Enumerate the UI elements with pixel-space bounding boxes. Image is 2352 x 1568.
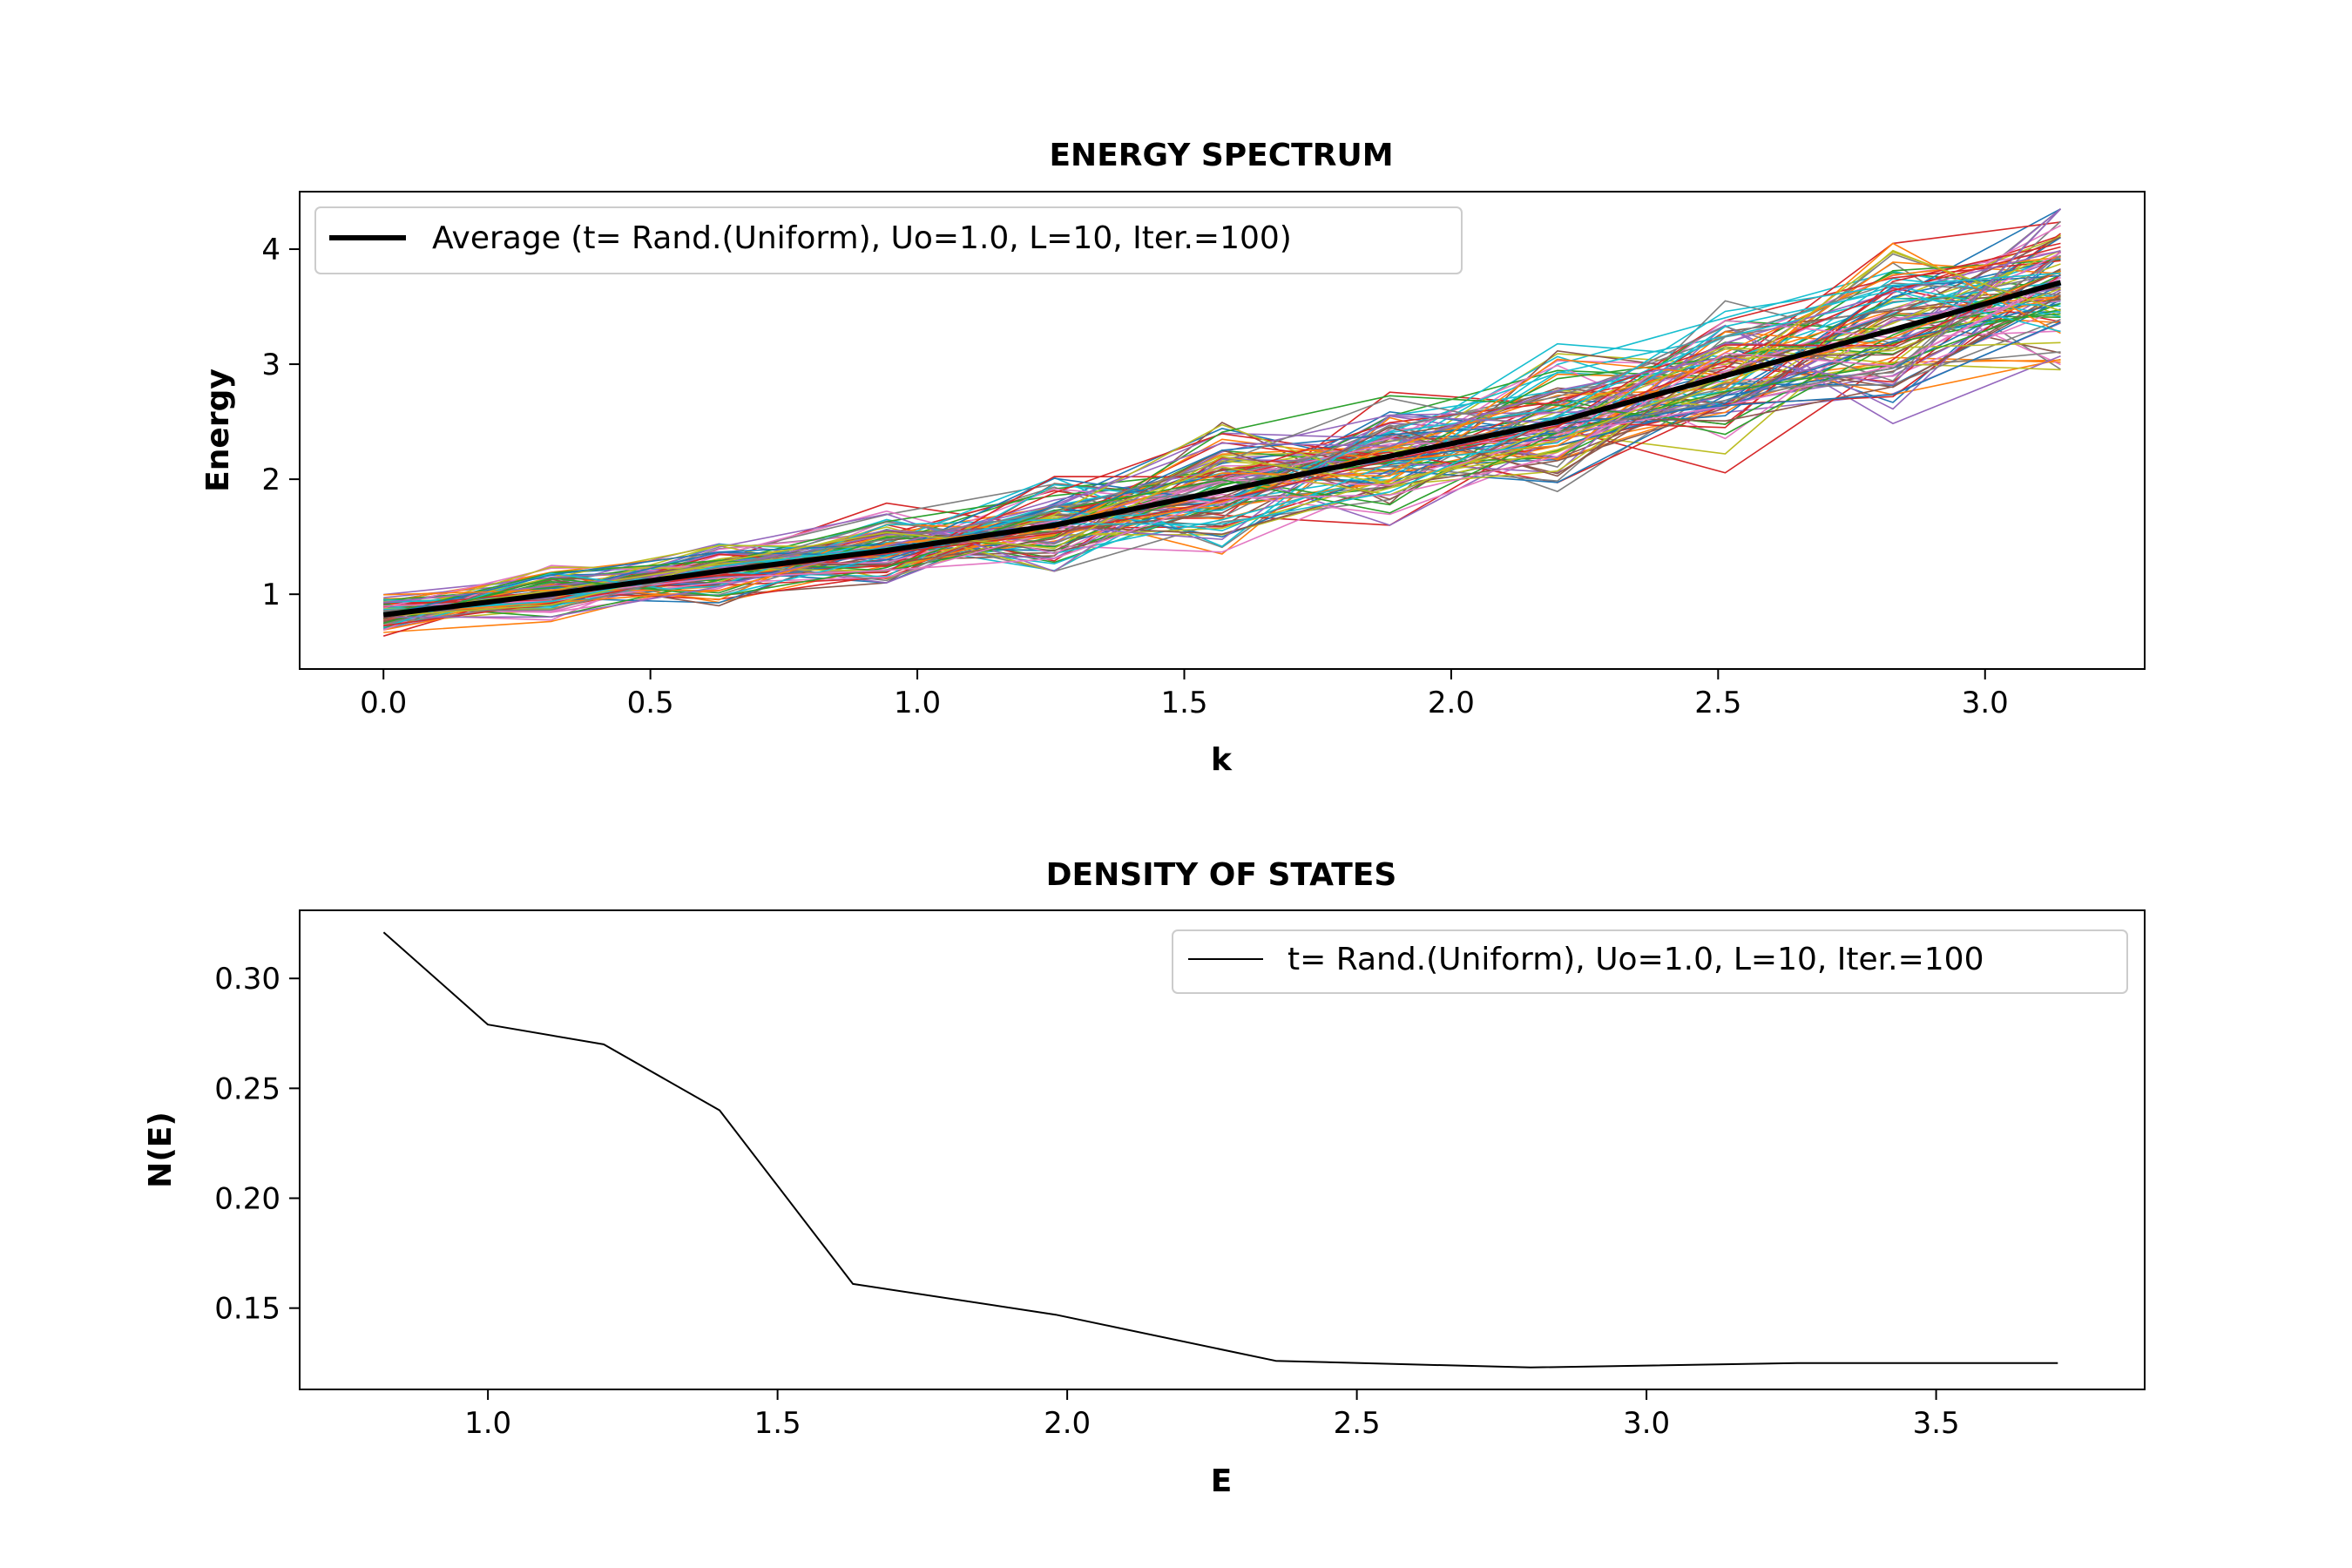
plot-frame <box>299 909 2146 1390</box>
series-lines <box>382 280 2062 618</box>
series-line-dos <box>382 931 2058 1369</box>
y-tick-label: 4 <box>261 233 280 267</box>
realization-line <box>383 208 2062 618</box>
y-tick-label: 3 <box>261 348 280 382</box>
x-tick-label: 1.0 <box>894 686 941 720</box>
realization-line <box>383 341 2061 615</box>
realization-line <box>383 242 2061 615</box>
realization-line <box>383 284 2061 608</box>
legend-entry: Average (t= Rand.(Uniform), Uo=1.0, L=10… <box>432 220 1292 256</box>
legend-box <box>1172 929 2128 994</box>
realization-line <box>383 221 2061 606</box>
realization-line <box>383 287 2061 596</box>
series-line-average <box>382 280 2062 618</box>
x-tick-label: 1.0 <box>464 1406 511 1441</box>
realization-line <box>383 321 2061 617</box>
realization-line <box>383 269 2061 616</box>
legend-box <box>314 206 1463 274</box>
legend: Average (t= Rand.(Uniform), Uo=1.0, L=10… <box>314 206 1463 274</box>
y-tick-label: 0.25 <box>214 1071 280 1106</box>
x-tick-label: 3.0 <box>1623 1406 1670 1441</box>
legend-entry: t= Rand.(Uniform), Uo=1.0, L=10, Iter.=1… <box>1288 942 1984 977</box>
realization-line <box>383 236 2061 614</box>
y-tick-label: 0.15 <box>214 1292 280 1327</box>
x-ticks: 1.0 1.5 2.0 2.5 3.0 3.5 <box>464 1389 1960 1441</box>
realization-line <box>383 234 2061 605</box>
realization-line <box>383 234 2061 625</box>
x-tick-label: 3.5 <box>1913 1406 1960 1441</box>
realization-lines <box>382 208 2062 637</box>
x-tick-label: 1.5 <box>754 1406 801 1441</box>
legend: t= Rand.(Uniform), Uo=1.0, L=10, Iter.=1… <box>1172 929 2128 994</box>
y-axis-label: N(E) <box>143 1112 179 1188</box>
chart-energy-spectrum: ENERGY SPECTRUM 0.0 0.5 1.0 1.5 2.0 2.5 3.0 1 2… <box>200 138 2146 778</box>
y-tick-label: 2 <box>261 463 280 497</box>
realization-line <box>383 220 2062 618</box>
x-ticks: 0.0 0.5 1.0 1.5 2.0 2.5 3.0 <box>360 669 2009 720</box>
x-tick-label: 0.5 <box>627 686 674 720</box>
y-tick-label: 0.30 <box>214 962 280 997</box>
realization-line <box>383 286 2061 622</box>
y-ticks: 1 2 3 4 <box>261 233 300 612</box>
x-tick-label: 2.0 <box>1044 1406 1091 1441</box>
realization-line <box>383 277 2061 618</box>
chart-density-of-states: DENSITY OF STATES 1.0 1.5 2.0 2.5 3.0 3.5 0.1… <box>143 857 2146 1499</box>
plot-frame <box>299 191 2146 670</box>
x-tick-label: 2.5 <box>1334 1406 1381 1441</box>
y-ticks: 0.15 0.20 0.25 0.30 <box>214 962 300 1327</box>
x-tick-label: 0.0 <box>360 686 407 720</box>
x-tick-label: 2.5 <box>1694 686 1741 720</box>
realization-line <box>382 287 2061 618</box>
series-lines <box>382 931 2058 1369</box>
realization-line <box>383 318 2061 612</box>
x-tick-label: 2.0 <box>1428 686 1475 720</box>
x-axis-label: E <box>1211 1463 1233 1499</box>
x-tick-label: 3.0 <box>1962 686 2009 720</box>
x-axis-label: k <box>1211 742 1233 778</box>
y-tick-label: 1 <box>261 578 280 612</box>
chart-title: ENERGY SPECTRUM <box>1049 138 1393 173</box>
realization-line <box>383 250 2061 604</box>
realization-line <box>382 302 2061 625</box>
chart-title: DENSITY OF STATES <box>1046 857 1397 893</box>
realization-line <box>382 289 2061 628</box>
x-tick-label: 1.5 <box>1160 686 1207 720</box>
realization-line <box>383 281 2061 611</box>
y-axis-label: Energy <box>200 368 236 492</box>
y-tick-label: 0.20 <box>214 1182 280 1217</box>
